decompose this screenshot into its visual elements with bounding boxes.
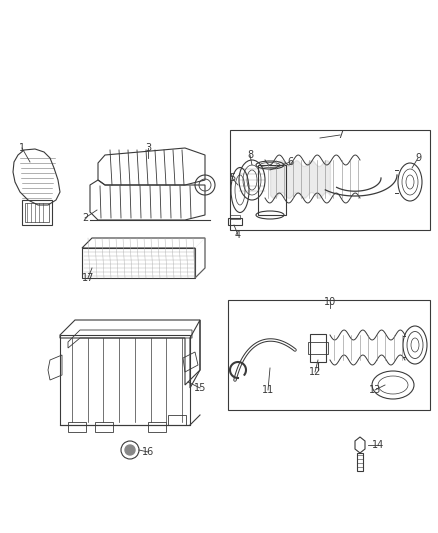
Bar xyxy=(95,422,113,432)
Text: 5: 5 xyxy=(229,173,235,183)
Bar xyxy=(168,415,186,425)
Text: 15: 15 xyxy=(194,383,206,393)
Text: 3: 3 xyxy=(145,143,151,153)
Bar xyxy=(82,248,195,278)
Text: 14: 14 xyxy=(372,440,384,450)
Text: 1: 1 xyxy=(19,143,25,153)
Circle shape xyxy=(125,445,135,455)
Bar xyxy=(148,422,166,432)
Text: 4: 4 xyxy=(235,230,241,240)
Text: 10: 10 xyxy=(324,297,336,307)
Text: 17: 17 xyxy=(82,273,94,283)
Bar xyxy=(230,215,240,219)
Bar xyxy=(25,203,49,222)
Text: 16: 16 xyxy=(142,447,154,457)
Text: 13: 13 xyxy=(369,385,381,395)
Text: 8: 8 xyxy=(247,150,253,160)
Bar xyxy=(228,300,430,410)
Text: 12: 12 xyxy=(309,367,321,377)
Bar xyxy=(230,130,430,230)
Bar xyxy=(310,334,326,362)
Bar xyxy=(60,335,190,425)
Text: 11: 11 xyxy=(262,385,274,395)
Text: 6: 6 xyxy=(287,157,293,167)
Bar xyxy=(258,165,286,215)
Text: 2: 2 xyxy=(82,213,88,223)
Text: 9: 9 xyxy=(415,153,421,163)
Bar xyxy=(357,453,363,471)
Bar xyxy=(308,342,328,354)
Text: 7: 7 xyxy=(337,130,343,140)
Bar xyxy=(22,200,52,225)
Bar xyxy=(228,218,242,225)
Bar xyxy=(68,422,86,432)
